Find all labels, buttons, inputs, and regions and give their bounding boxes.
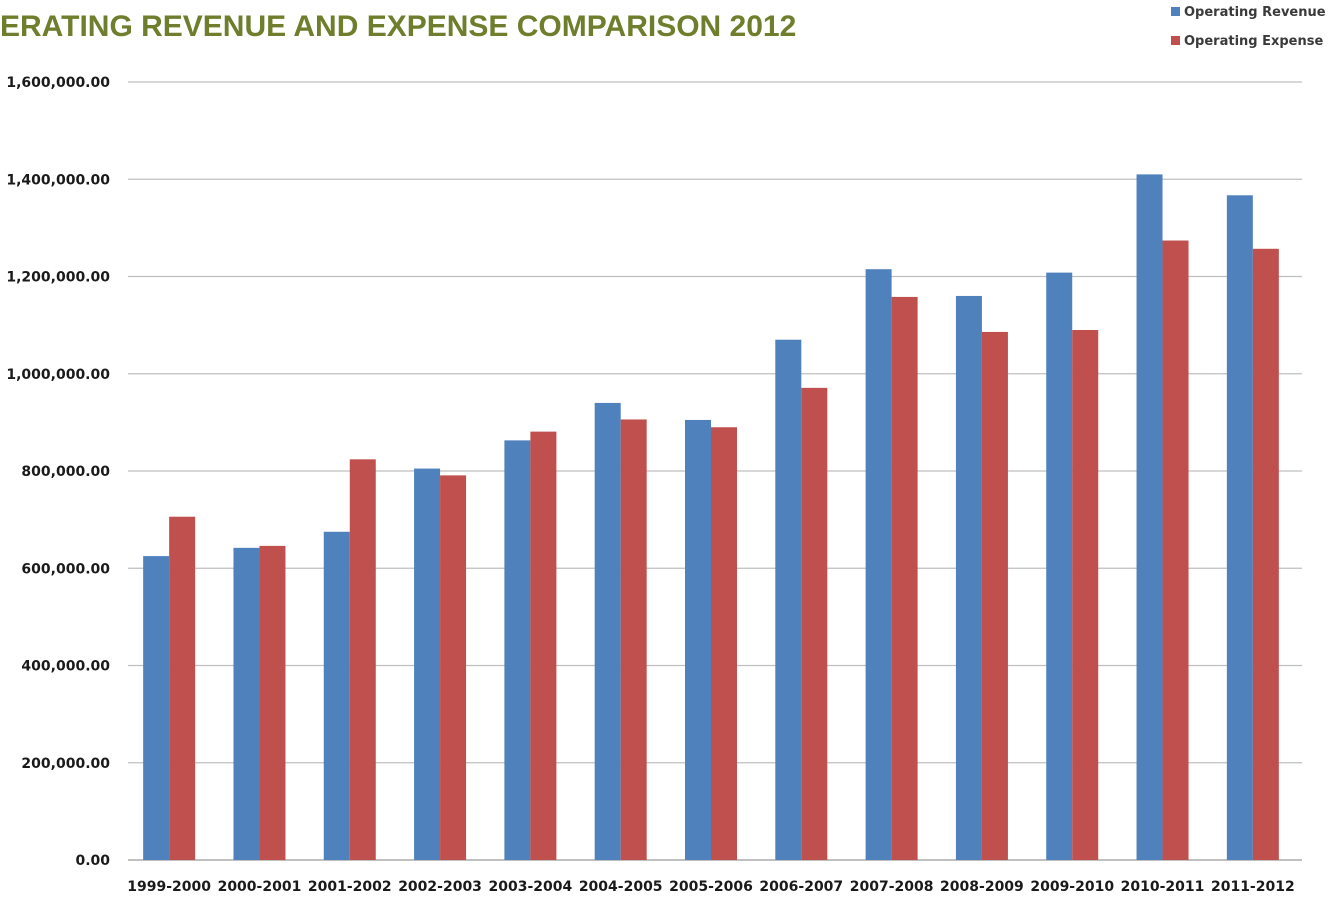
bar-operating-revenue-2002-2003 xyxy=(414,468,441,860)
x-tick-label: 2001-2002 xyxy=(308,879,392,895)
y-tick-label: 400,000.00 xyxy=(21,659,110,675)
y-tick-label: 600,000.00 xyxy=(21,561,110,577)
bar-operating-expense-2007-2008 xyxy=(891,296,918,860)
x-tick-label: 2010-2011 xyxy=(1121,879,1205,895)
bar-operating-expense-2009-2010 xyxy=(1072,329,1099,860)
x-tick-label: 2007-2008 xyxy=(850,879,934,895)
bar-operating-revenue-2001-2002 xyxy=(323,531,350,860)
bar-operating-revenue-2006-2007 xyxy=(775,339,802,860)
y-tick-label: 200,000.00 xyxy=(21,756,110,772)
bar-operating-expense-1999-2000 xyxy=(169,516,196,860)
bar-operating-revenue-2003-2004 xyxy=(504,440,531,860)
bar-operating-revenue-1999-2000 xyxy=(143,556,170,860)
bar-operating-expense-2005-2006 xyxy=(711,427,737,860)
x-tick-label: 2011-2012 xyxy=(1211,879,1295,895)
legend-swatch xyxy=(1171,7,1180,16)
y-tick-label: 1,200,000.00 xyxy=(6,270,110,286)
x-tick-label: 1999-2000 xyxy=(127,879,211,895)
bar-operating-expense-2000-2001 xyxy=(259,545,286,860)
bar-operating-revenue-2000-2001 xyxy=(233,547,260,860)
bar-operating-expense-2010-2011 xyxy=(1162,240,1189,860)
bar-operating-expense-2003-2004 xyxy=(530,431,557,860)
x-tick-label: 2008-2009 xyxy=(940,879,1024,895)
bar-operating-revenue-2011-2012 xyxy=(1226,195,1253,860)
bar-operating-expense-2011-2012 xyxy=(1252,248,1279,860)
y-tick-label: 1,600,000.00 xyxy=(6,75,110,91)
bar-operating-expense-2008-2009 xyxy=(981,331,1008,860)
bar-operating-revenue-2010-2011 xyxy=(1136,174,1163,860)
y-tick-label: 1,400,000.00 xyxy=(6,172,110,188)
bars xyxy=(143,174,1279,860)
bar-operating-expense-2004-2005 xyxy=(620,419,647,860)
y-tick-label: 800,000.00 xyxy=(21,464,110,480)
bar-operating-expense-2006-2007 xyxy=(801,387,828,860)
chart-title: ERATING REVENUE AND EXPENSE COMPARISON 2… xyxy=(0,10,796,43)
x-tick-label: 2005-2006 xyxy=(669,879,753,895)
legend-label: Operating Revenue xyxy=(1184,5,1326,20)
bar-operating-revenue-2004-2005 xyxy=(594,402,621,860)
bar-operating-expense-2002-2003 xyxy=(440,475,467,860)
x-tick-label: 2009-2010 xyxy=(1030,879,1114,895)
y-tick-label: 0.00 xyxy=(75,853,110,869)
bar-operating-revenue-2009-2010 xyxy=(1046,272,1073,860)
x-tick-label: 2002-2003 xyxy=(398,879,482,895)
x-tick-label: 2000-2001 xyxy=(218,879,302,895)
bar-operating-expense-2001-2002 xyxy=(349,459,376,860)
y-axis-tick-labels: 0.00 200,000.00 400,000.00 600,000.00 800,00… xyxy=(6,75,110,869)
legend-label: Operating Expense xyxy=(1184,34,1323,49)
x-tick-label: 2003-2004 xyxy=(489,879,573,895)
x-tick-label: 2004-2005 xyxy=(579,879,663,895)
bar-operating-revenue-2007-2008 xyxy=(865,269,892,860)
x-axis-tick-labels: 1999-2000 2000-2001 2001-2002 2002-2003 2003… xyxy=(127,879,1294,895)
bar-operating-revenue-2008-2009 xyxy=(955,295,982,860)
bar-operating-revenue-2005-2006 xyxy=(685,419,711,860)
y-tick-label: 1,000,000.00 xyxy=(6,367,110,383)
x-tick-label: 2006-2007 xyxy=(759,879,843,895)
legend-swatch xyxy=(1171,36,1180,45)
legend: Operating Revenue Operating Expense xyxy=(1171,5,1326,49)
